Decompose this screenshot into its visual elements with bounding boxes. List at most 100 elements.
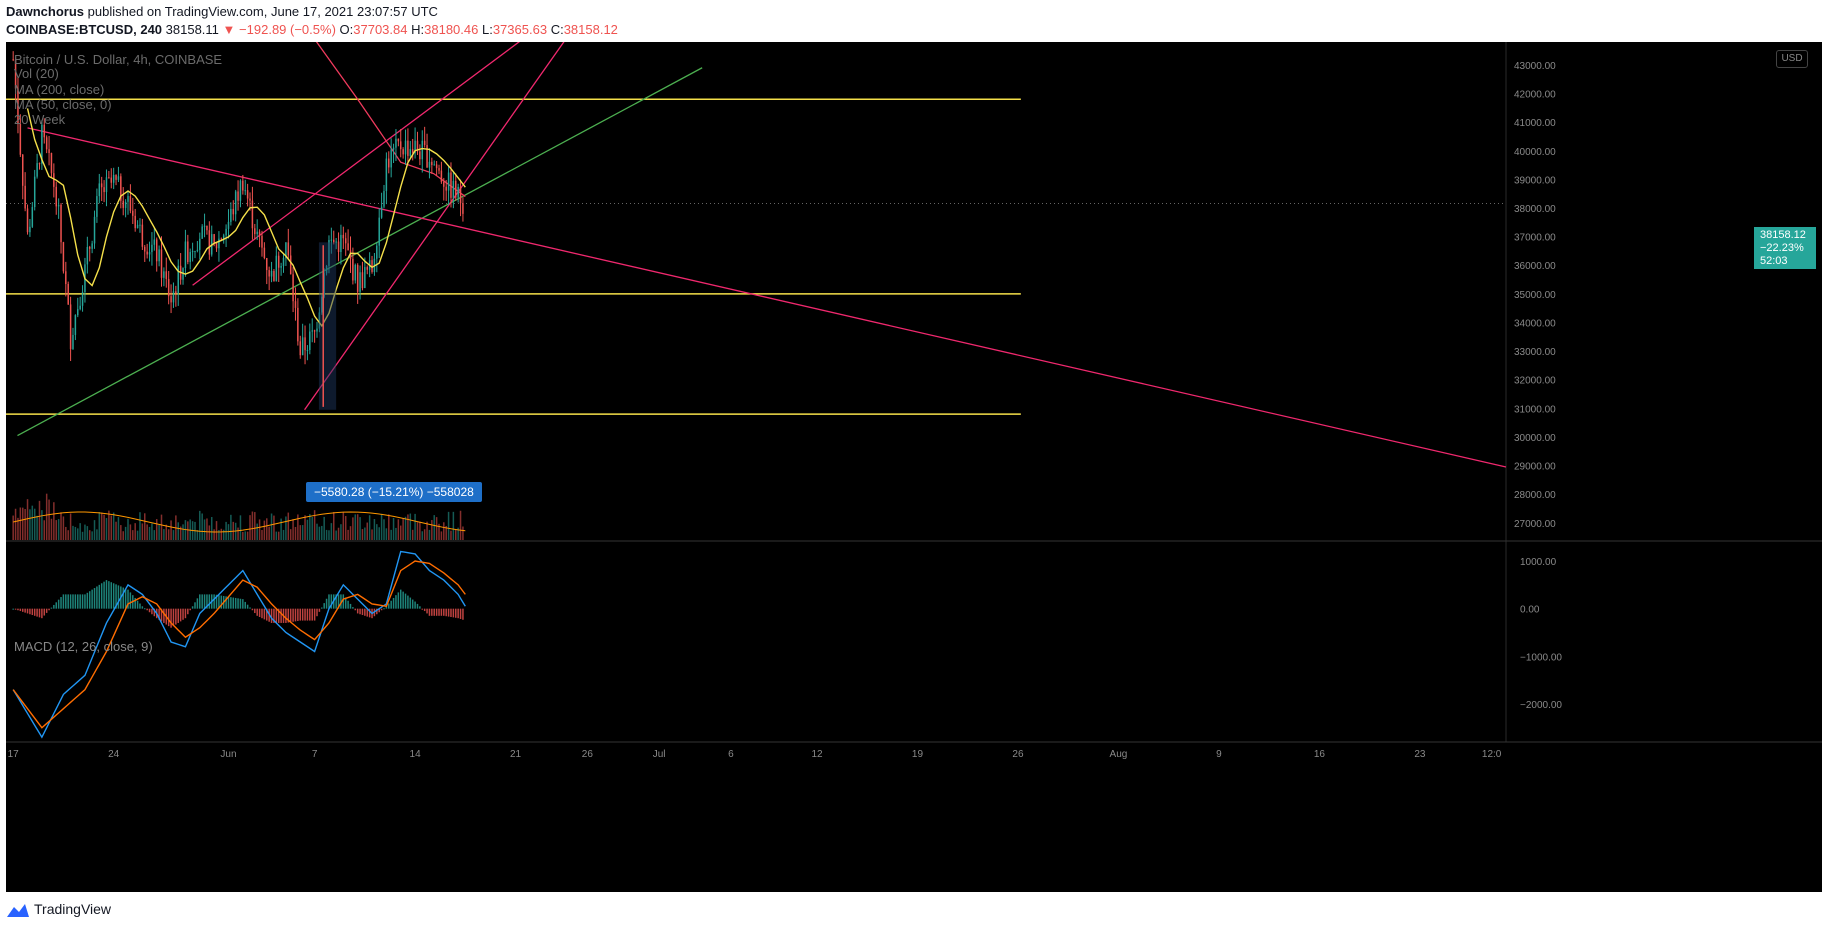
volume-bar: [139, 512, 141, 540]
candle-body: [404, 140, 407, 155]
volume-bar: [325, 529, 328, 540]
week20-legend[interactable]: 20 Week: [14, 112, 66, 127]
volume-bar: [57, 519, 60, 540]
candle-body: [218, 238, 220, 249]
macd-histogram-bar: [316, 608, 318, 617]
macd-histogram-bar: [187, 608, 189, 615]
tradingview-logo-icon[interactable]: [6, 901, 30, 922]
macd-histogram-bar: [98, 584, 101, 609]
macd-histogram-bar: [435, 608, 438, 616]
price-tick-label: 38000.00: [1514, 204, 1556, 215]
volume-bar: [187, 521, 189, 540]
volume-bar: [297, 514, 299, 540]
candle-body: [230, 208, 232, 222]
macd-histogram-bar: [84, 594, 86, 609]
candle-body: [237, 191, 239, 201]
volume-bar: [122, 531, 124, 540]
candle-body: [452, 180, 455, 198]
brand-name[interactable]: TradingView: [34, 901, 112, 917]
candle-body: [376, 245, 378, 259]
volume-bar: [337, 527, 340, 540]
candle-body: [122, 200, 124, 208]
candle-body: [366, 267, 368, 270]
macd-histogram-bar: [191, 606, 194, 609]
macd-histogram-bar: [203, 594, 206, 609]
candle-body: [321, 296, 323, 313]
candle-body: [275, 255, 278, 282]
candle-body: [199, 238, 201, 250]
currency-button[interactable]: USD: [1776, 50, 1808, 68]
candle-body: [69, 304, 72, 350]
candle-body: [356, 264, 359, 292]
volume-bar: [201, 513, 203, 540]
volume-bar: [124, 526, 127, 540]
candle-body: [155, 239, 158, 262]
candle-body: [447, 172, 450, 191]
candle-body: [225, 228, 227, 236]
candle-body: [294, 301, 297, 308]
open-value: 37703.84: [353, 22, 408, 37]
macd-histogram-bar: [72, 594, 74, 609]
macd-histogram-bar: [443, 608, 445, 616]
volume-bar: [26, 499, 29, 540]
macd-histogram-bar: [354, 608, 357, 611]
macd-histogram-bar: [263, 608, 266, 620]
volume-bar: [24, 509, 26, 540]
macd-histogram-bar: [447, 608, 450, 617]
price-tick-label: 33000.00: [1514, 347, 1556, 358]
macd-histogram-bar: [117, 585, 120, 609]
macd-histogram-bar: [60, 597, 62, 609]
macd-histogram-bar: [196, 598, 199, 609]
volume-bar: [21, 507, 24, 540]
volume-bar: [67, 530, 69, 540]
author-name[interactable]: Dawnchorus: [6, 4, 85, 19]
macd-histogram-bar: [206, 594, 208, 609]
ma50-legend[interactable]: MA (50, close, 0): [14, 97, 112, 112]
volume-bar: [311, 516, 313, 540]
candle-body: [407, 140, 409, 156]
price-tick-label: 27000.00: [1514, 519, 1556, 530]
candle-body: [359, 272, 361, 292]
volume-bar: [100, 512, 103, 540]
candle-body: [335, 241, 337, 243]
volume-bar: [151, 523, 153, 540]
candle-body: [304, 337, 306, 351]
macd-histogram-bar: [57, 599, 60, 609]
candle-body: [232, 208, 235, 215]
macd-legend[interactable]: MACD (12, 26, close, 9): [14, 639, 153, 654]
candle-body: [371, 260, 373, 272]
macd-histogram-bar: [246, 604, 249, 609]
time-tick-label: 7: [312, 749, 318, 760]
macd-histogram-bar: [438, 608, 440, 616]
macd-histogram-bar: [364, 608, 366, 616]
volume-legend[interactable]: Vol (20): [14, 66, 59, 81]
candle-body: [108, 177, 110, 179]
time-tick-label: 17: [8, 749, 20, 760]
macd-histogram-bar: [141, 606, 144, 609]
volume-bar: [273, 515, 275, 540]
macd-histogram-bar: [340, 594, 342, 609]
volume-bar: [19, 507, 22, 540]
candle-body: [416, 140, 419, 152]
candle-body: [148, 252, 151, 255]
candle-body: [208, 230, 211, 255]
candle-body: [24, 185, 26, 209]
chart-area[interactable]: 27000.00 28000.00 29000.00 30000.00 31000.00…: [6, 42, 1822, 892]
candle-body: [26, 208, 29, 233]
volume-bar: [29, 509, 31, 540]
macd-histogram-bar: [258, 608, 261, 617]
volume-bar: [275, 531, 278, 540]
ma200-legend[interactable]: MA (200, close): [14, 82, 105, 97]
macd-histogram-bar: [256, 608, 258, 616]
volume-bar: [431, 520, 433, 540]
channel-line-lower: [304, 42, 565, 411]
macd-histogram-bar: [366, 608, 368, 617]
candle-body: [459, 186, 462, 204]
macd-histogram-bar: [344, 597, 347, 609]
volume-bar: [93, 520, 96, 540]
candle-body: [435, 164, 438, 169]
down-arrow-icon: ▼: [222, 22, 236, 37]
chart-canvas[interactable]: 27000.00 28000.00 29000.00 30000.00 31000.00…: [6, 42, 1822, 892]
volume-bar: [352, 517, 354, 540]
candle-body: [325, 265, 328, 274]
